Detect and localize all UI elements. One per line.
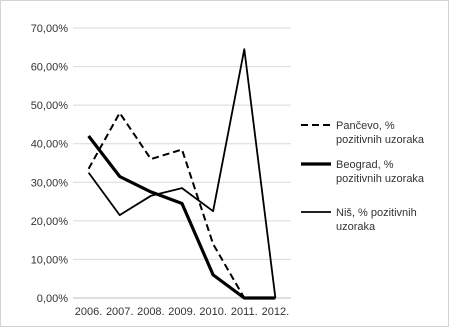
x-tick-label: 2007. [106,306,134,318]
x-tick-label: 2010. [199,306,227,318]
grid-lines [73,27,291,299]
series-lines [87,48,277,300]
y-tick-label: 70,00% [31,23,69,35]
y-tick-label: 50,00% [31,100,69,112]
series-line-3 [87,48,277,299]
y-tick-label: 20,00% [31,216,69,228]
x-tick-label: 2009. [168,306,196,318]
y-tick-label: 40,00% [31,139,69,151]
x-tick-label: 2008. [137,306,165,318]
legend-label: Beograd, % [336,159,394,171]
legend-label: uzoraka [336,221,376,233]
legend-label: pozitivnih uzoraka [336,173,425,185]
legend-label: pozitivnih uzoraka [336,134,425,146]
y-tick-label: 10,00% [31,254,69,266]
legend-label: Niš, % pozitivnih [336,207,417,219]
x-axis-labels: 2006. 2007. 2008. 2009. 2010. 2011. 2012. [75,306,289,318]
y-tick-label: 60,00% [31,62,69,74]
series-line-2 [87,135,276,300]
x-tick-label: 2012. [262,306,290,318]
y-axis-labels: 0,00% 10,00% 20,00% 30,00% 40,00% 50,00% 60,00… [31,23,69,305]
y-tick-label: 0,00% [37,293,68,305]
legend: Pančevo, % pozitivnih uzoraka Beograd, % po… [301,120,425,233]
x-tick-label: 2011. [231,306,258,318]
series-line-1 [87,111,246,299]
legend-label: Pančevo, % [336,120,395,132]
y-tick-label: 30,00% [31,177,69,189]
x-tick-label: 2006. [75,306,103,318]
